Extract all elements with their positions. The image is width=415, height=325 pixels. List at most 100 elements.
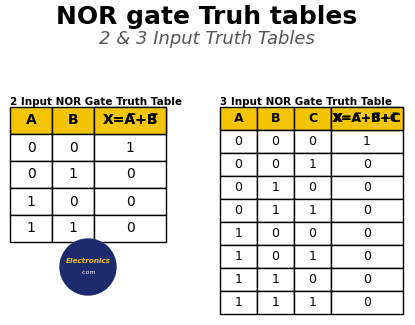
Bar bbox=[294, 107, 331, 130]
Bar bbox=[294, 245, 331, 268]
Text: X=A+B: X=A+B bbox=[103, 113, 158, 127]
Text: 0: 0 bbox=[68, 194, 77, 209]
Bar bbox=[294, 153, 331, 176]
Text: 1: 1 bbox=[27, 222, 35, 236]
Bar bbox=[220, 199, 257, 222]
Bar bbox=[257, 107, 294, 130]
Text: 0: 0 bbox=[234, 135, 242, 148]
Text: 0: 0 bbox=[363, 296, 371, 309]
Text: 0: 0 bbox=[271, 158, 279, 171]
Bar bbox=[52, 188, 94, 215]
Text: 0: 0 bbox=[126, 167, 134, 181]
Text: .com: .com bbox=[80, 270, 96, 276]
Bar bbox=[220, 222, 257, 245]
Text: 1: 1 bbox=[309, 158, 317, 171]
Bar bbox=[220, 153, 257, 176]
Bar bbox=[220, 268, 257, 291]
Bar bbox=[220, 176, 257, 199]
Bar bbox=[94, 107, 166, 134]
Bar bbox=[52, 215, 94, 242]
Text: 0: 0 bbox=[363, 204, 371, 217]
Text: 1: 1 bbox=[363, 135, 371, 148]
Text: X=A̅+B̅: X=A̅+B̅ bbox=[103, 113, 158, 127]
Bar bbox=[294, 268, 331, 291]
Text: B: B bbox=[68, 113, 78, 127]
Bar bbox=[220, 130, 257, 153]
Text: 0: 0 bbox=[234, 181, 242, 194]
Text: X=A̅+B̅+C̅: X=A̅+B̅+C̅ bbox=[334, 112, 400, 125]
Bar bbox=[220, 107, 257, 130]
Bar bbox=[94, 188, 166, 215]
Text: 1: 1 bbox=[271, 181, 279, 194]
Text: 0: 0 bbox=[68, 140, 77, 154]
Text: C: C bbox=[308, 112, 317, 125]
Bar bbox=[294, 291, 331, 314]
Bar bbox=[10, 134, 52, 161]
Bar bbox=[257, 291, 294, 314]
Text: 0: 0 bbox=[308, 181, 317, 194]
Bar bbox=[52, 161, 94, 188]
Bar bbox=[94, 215, 166, 242]
Bar bbox=[331, 130, 403, 153]
Bar bbox=[331, 199, 403, 222]
Text: 0: 0 bbox=[126, 194, 134, 209]
Text: 1: 1 bbox=[309, 204, 317, 217]
Text: 1: 1 bbox=[234, 227, 242, 240]
Text: 0: 0 bbox=[308, 135, 317, 148]
Text: 1: 1 bbox=[309, 296, 317, 309]
Bar bbox=[220, 245, 257, 268]
Bar bbox=[331, 268, 403, 291]
Bar bbox=[331, 176, 403, 199]
Bar bbox=[294, 176, 331, 199]
Text: 0: 0 bbox=[363, 181, 371, 194]
Text: 3 Input NOR Gate Truth Table: 3 Input NOR Gate Truth Table bbox=[220, 97, 392, 107]
Bar bbox=[10, 215, 52, 242]
Text: 1: 1 bbox=[309, 250, 317, 263]
Bar bbox=[294, 222, 331, 245]
Text: 0: 0 bbox=[308, 273, 317, 286]
Text: NOR gate Truh tables: NOR gate Truh tables bbox=[56, 5, 358, 29]
Bar bbox=[257, 176, 294, 199]
Bar bbox=[294, 130, 331, 153]
Text: 0: 0 bbox=[27, 140, 35, 154]
Bar bbox=[331, 291, 403, 314]
Bar bbox=[331, 107, 403, 130]
Text: Electronics: Electronics bbox=[66, 258, 110, 264]
Bar bbox=[10, 161, 52, 188]
Bar bbox=[52, 134, 94, 161]
Text: 0: 0 bbox=[363, 227, 371, 240]
Text: 1: 1 bbox=[271, 273, 279, 286]
Text: 0: 0 bbox=[363, 250, 371, 263]
Text: A: A bbox=[234, 112, 243, 125]
Bar bbox=[52, 107, 94, 134]
Text: 0: 0 bbox=[271, 227, 279, 240]
Text: 0: 0 bbox=[363, 273, 371, 286]
Text: 1: 1 bbox=[271, 204, 279, 217]
Bar bbox=[331, 107, 403, 130]
Text: 0: 0 bbox=[363, 158, 371, 171]
Bar bbox=[294, 199, 331, 222]
Text: 1: 1 bbox=[27, 194, 35, 209]
Text: 1: 1 bbox=[126, 140, 134, 154]
Text: 0: 0 bbox=[308, 227, 317, 240]
Bar bbox=[94, 134, 166, 161]
Bar bbox=[257, 130, 294, 153]
Text: X=A+B+C: X=A+B+C bbox=[332, 112, 402, 125]
Text: 0: 0 bbox=[234, 204, 242, 217]
Text: 0: 0 bbox=[271, 135, 279, 148]
Text: 1: 1 bbox=[68, 167, 78, 181]
Bar bbox=[94, 161, 166, 188]
Text: 1: 1 bbox=[234, 250, 242, 263]
Bar bbox=[94, 107, 166, 134]
Circle shape bbox=[60, 239, 116, 295]
Bar bbox=[331, 222, 403, 245]
Text: B: B bbox=[271, 112, 280, 125]
Bar bbox=[10, 107, 52, 134]
Bar bbox=[257, 268, 294, 291]
Text: 2 Input NOR Gate Truth Table: 2 Input NOR Gate Truth Table bbox=[10, 97, 182, 107]
Text: 1: 1 bbox=[234, 273, 242, 286]
Bar bbox=[331, 245, 403, 268]
Bar bbox=[257, 222, 294, 245]
Text: 1: 1 bbox=[68, 222, 78, 236]
Text: 0: 0 bbox=[27, 167, 35, 181]
